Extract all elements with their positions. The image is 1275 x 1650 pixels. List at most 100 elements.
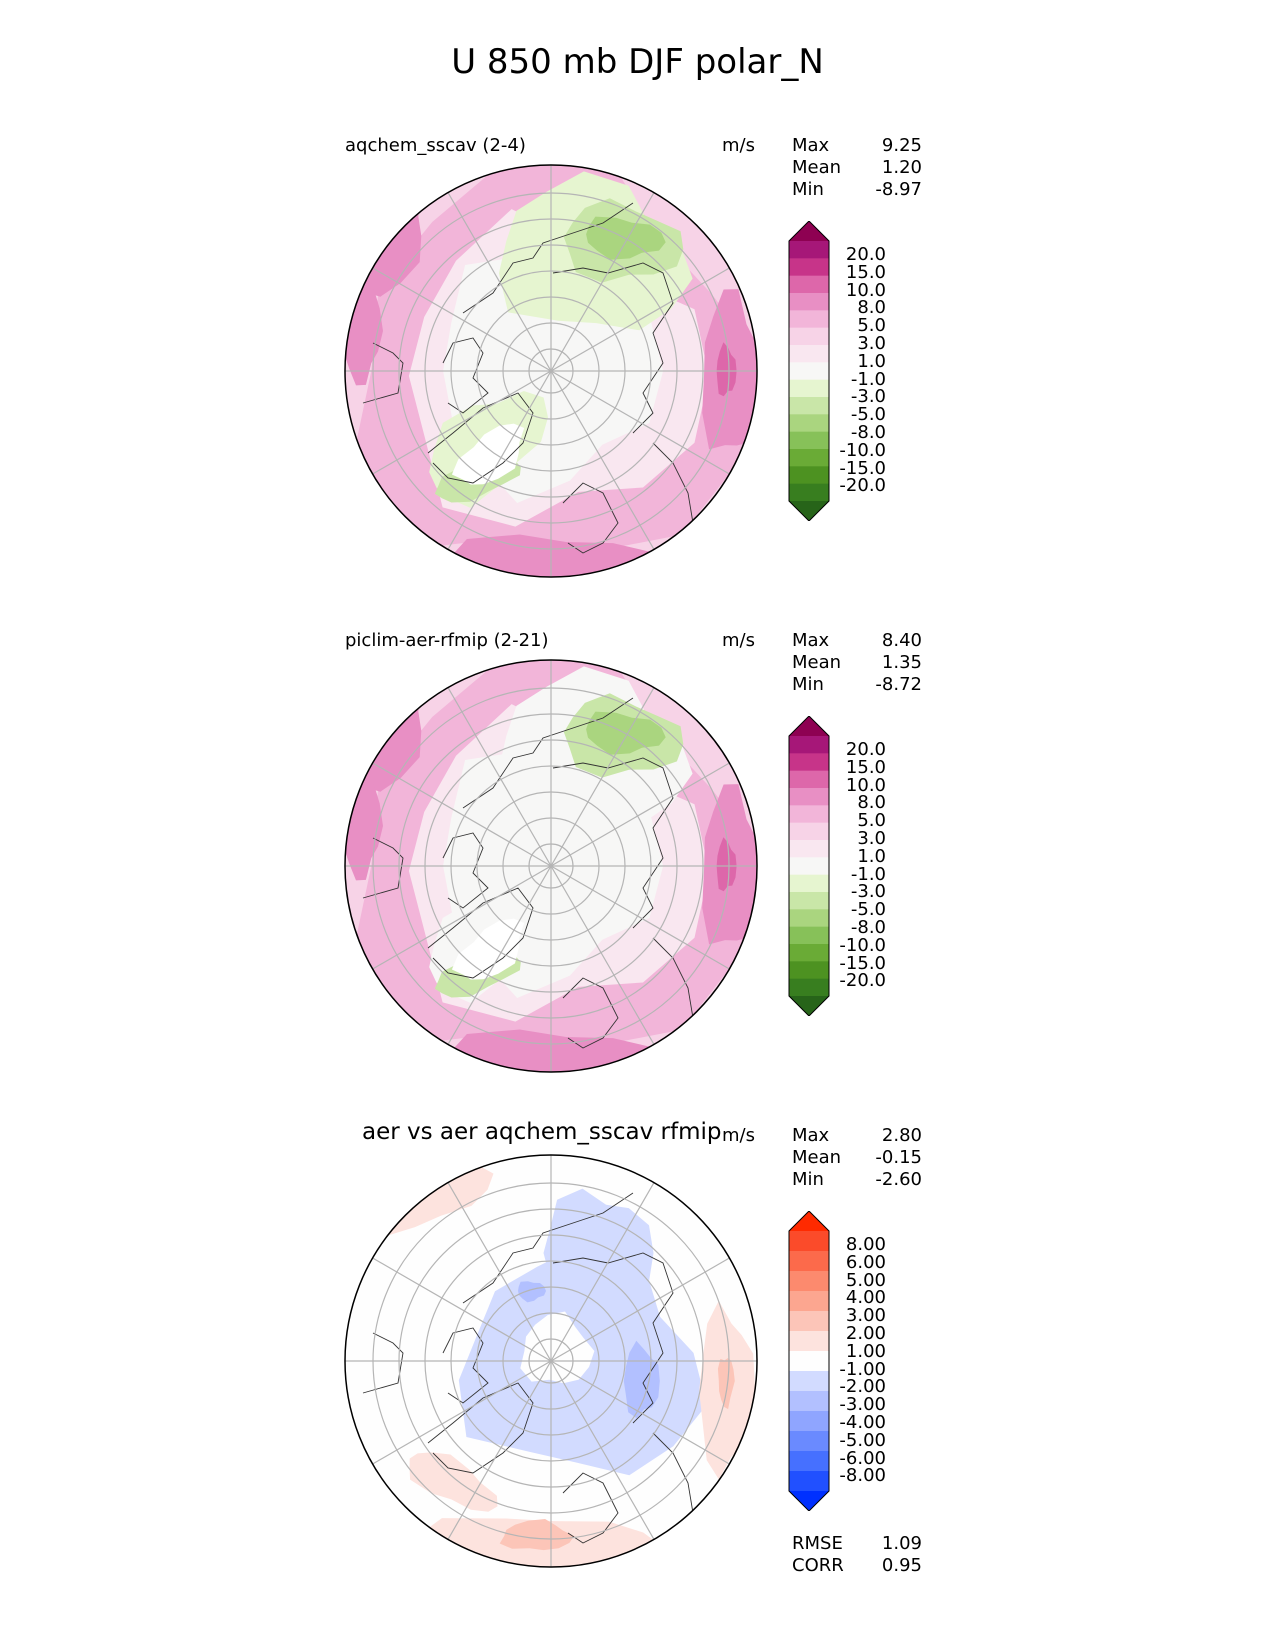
stats-box: Max 8.40 Mean 1.35 Min -8.72 bbox=[792, 630, 922, 696]
tick-label: 1.0 bbox=[857, 845, 886, 867]
colorbar-segment bbox=[789, 362, 829, 381]
max-value: 8.40 bbox=[881, 630, 922, 651]
field-contour bbox=[520, 1311, 595, 1384]
tick-label: -5.0 bbox=[850, 404, 886, 426]
panel-difference: aer vs aer aqchem_sscav rfmip m/s Max 2.8… bbox=[0, 1119, 1275, 1593]
colorbar-segment bbox=[789, 293, 829, 311]
tick-label: -2.00 bbox=[839, 1376, 886, 1398]
max-label: Max bbox=[792, 135, 830, 156]
map-field bbox=[345, 165, 757, 577]
coastline bbox=[442, 1327, 489, 1404]
tick-label: -5.0 bbox=[850, 899, 886, 921]
tick-label: 3.00 bbox=[845, 1305, 886, 1327]
tick-label: 15.0 bbox=[845, 756, 886, 778]
corr-value: 0.95 bbox=[881, 1555, 922, 1576]
coastline bbox=[652, 442, 694, 524]
colorbar-segment bbox=[789, 1331, 829, 1352]
colorbar-extend-min bbox=[789, 1491, 829, 1511]
colorbar-segment bbox=[789, 1311, 829, 1332]
colorbar-segment bbox=[789, 241, 829, 259]
colorbar-extend-min bbox=[789, 501, 829, 521]
tick-label: -5.00 bbox=[839, 1429, 886, 1451]
map-field bbox=[345, 1155, 757, 1567]
mean-value: -0.15 bbox=[875, 1147, 922, 1168]
colorbar-segment bbox=[789, 892, 829, 910]
colorbar-segment bbox=[789, 805, 829, 824]
panel-title: aer vs aer aqchem_sscav rfmip bbox=[362, 1119, 722, 1145]
tick-label: -20.0 bbox=[839, 970, 886, 992]
tick-label: 8.0 bbox=[857, 792, 886, 814]
colorbar-segment bbox=[789, 926, 829, 945]
colorbar-segment bbox=[789, 1431, 829, 1452]
stats-box: Max 9.25 Mean 1.20 Min -8.97 bbox=[792, 135, 922, 201]
meridian-line bbox=[447, 687, 655, 1045]
colorbar-segment bbox=[789, 431, 829, 450]
mean-label: Mean bbox=[792, 1147, 842, 1168]
tick-label: -8.00 bbox=[839, 1465, 886, 1487]
min-label: Min bbox=[792, 674, 824, 695]
mean-label: Mean bbox=[792, 652, 842, 673]
colorbar-segment bbox=[789, 1251, 829, 1272]
colorbar-segment bbox=[789, 258, 829, 277]
colorbar-segment bbox=[789, 822, 829, 841]
colorbar-segment bbox=[789, 483, 829, 502]
panel-reference: piclim-aer-rfmip (2-21) m/s Max 8.40 Mean… bbox=[0, 628, 1275, 1098]
colorbar bbox=[788, 1211, 830, 1511]
graticule bbox=[345, 1155, 757, 1567]
tick-label: 5.0 bbox=[857, 810, 886, 832]
tick-label: -3.0 bbox=[850, 386, 886, 408]
colorbar-segment bbox=[789, 874, 829, 893]
mean-value: 1.20 bbox=[881, 157, 922, 178]
tick-label: -8.0 bbox=[850, 916, 886, 938]
tick-label: -20.0 bbox=[839, 475, 886, 497]
colorbar-segment bbox=[789, 944, 829, 962]
colorbar-segment bbox=[789, 379, 829, 398]
field-contour bbox=[518, 1281, 546, 1303]
colorbar-segment bbox=[789, 1351, 829, 1372]
tick-label: 3.0 bbox=[857, 332, 886, 354]
coastline bbox=[427, 887, 534, 979]
rmse-value: 1.09 bbox=[881, 1533, 922, 1554]
rmse-corr-box: RMSE 1.09 CORR 0.95 bbox=[792, 1533, 922, 1577]
rmse-label: RMSE bbox=[792, 1533, 843, 1554]
field-contour bbox=[716, 342, 737, 397]
colorbar bbox=[788, 716, 830, 1016]
colorbar-segment bbox=[789, 788, 829, 806]
colorbar-outline bbox=[788, 1211, 830, 1511]
tick-label: 5.00 bbox=[845, 1269, 886, 1291]
tick-label: -3.00 bbox=[839, 1394, 886, 1416]
coastline bbox=[427, 392, 534, 484]
colorbar-segment bbox=[789, 1271, 829, 1292]
colorbar-segment bbox=[789, 909, 829, 928]
coastline bbox=[562, 482, 619, 554]
max-label: Max bbox=[792, 630, 830, 651]
tick-label: 1.00 bbox=[845, 1340, 886, 1362]
colorbar-segment bbox=[789, 736, 829, 754]
colorbar-segment bbox=[789, 840, 829, 858]
coastline bbox=[362, 1332, 404, 1394]
tick-label: -3.0 bbox=[850, 881, 886, 903]
tick-label: 1.0 bbox=[857, 350, 886, 372]
polar-map bbox=[344, 1154, 758, 1568]
tick-label: 20.0 bbox=[845, 244, 886, 265]
colorbar-segment bbox=[789, 449, 829, 467]
colorbar-segment bbox=[789, 753, 829, 772]
tick-label: -1.0 bbox=[850, 863, 886, 885]
graticule bbox=[345, 660, 757, 1072]
panel-test: aqchem_sscav (2-4) m/s Max 9.25 Mean 1.20 … bbox=[0, 133, 1275, 603]
map-boundary bbox=[344, 659, 758, 1073]
min-label: Min bbox=[792, 1169, 824, 1190]
colorbar-segment bbox=[789, 466, 829, 485]
colorbar-extend-max bbox=[789, 1211, 829, 1231]
tick-label: 2.00 bbox=[845, 1322, 886, 1344]
tick-label: 10.0 bbox=[845, 279, 886, 301]
stats-box: Max 2.80 Mean -0.15 Min -2.60 bbox=[792, 1125, 922, 1191]
coastline bbox=[562, 977, 619, 1049]
coastline bbox=[427, 1382, 534, 1474]
colorbar-segment bbox=[789, 414, 829, 433]
panel-title: piclim-aer-rfmip (2-21) bbox=[345, 630, 549, 651]
polar-map bbox=[344, 659, 758, 1073]
greenland-blank bbox=[451, 423, 525, 485]
graticule bbox=[345, 165, 757, 577]
units-label: m/s bbox=[722, 630, 755, 651]
